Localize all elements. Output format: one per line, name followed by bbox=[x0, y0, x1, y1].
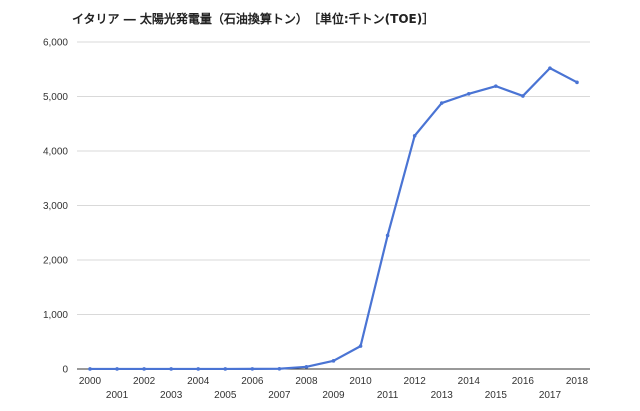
data-point bbox=[412, 133, 417, 138]
x-tick-label: 2008 bbox=[295, 376, 318, 387]
x-tick-label: 2002 bbox=[133, 376, 156, 387]
data-point bbox=[169, 367, 173, 371]
y-tick-label: 1,000 bbox=[43, 310, 68, 321]
data-point bbox=[466, 91, 471, 96]
x-tick-label: 2000 bbox=[79, 376, 102, 387]
data-point bbox=[439, 101, 444, 105]
data-point bbox=[115, 367, 119, 371]
data-point bbox=[331, 359, 336, 363]
x-tick-label: 2007 bbox=[268, 390, 291, 401]
x-tick-label: 2014 bbox=[458, 376, 481, 387]
data-point bbox=[250, 367, 255, 371]
data-point bbox=[548, 66, 552, 70]
data-point bbox=[575, 80, 579, 85]
x-tick-label: 2013 bbox=[431, 390, 454, 401]
x-tick-label: 2015 bbox=[485, 390, 508, 401]
data-point bbox=[196, 367, 201, 371]
y-tick-label: 0 bbox=[62, 365, 68, 376]
chart-title: イタリア ― 太陽光発電量（石油換算トン） ［単位:千トン(TOE)］ bbox=[72, 12, 435, 26]
y-tick-label: 3,000 bbox=[43, 201, 68, 212]
data-point bbox=[142, 367, 146, 371]
x-tick-label: 2017 bbox=[539, 390, 562, 401]
data-point bbox=[88, 367, 92, 371]
x-tick-label: 2011 bbox=[377, 390, 399, 401]
gridlines bbox=[77, 41, 590, 315]
data-point bbox=[521, 94, 525, 98]
x-tick-label: 2003 bbox=[160, 390, 183, 401]
y-tick-label: 6,000 bbox=[43, 38, 68, 49]
x-tick-label: 2006 bbox=[241, 376, 264, 387]
x-tick-label: 2001 bbox=[106, 390, 129, 401]
x-tick-label: 2016 bbox=[512, 376, 535, 387]
data-point bbox=[304, 365, 309, 369]
data-point bbox=[385, 233, 390, 238]
data-point bbox=[494, 84, 498, 88]
data-point bbox=[358, 344, 363, 348]
y-tick-label: 4,000 bbox=[43, 147, 68, 158]
x-tick-label: 2018 bbox=[566, 376, 589, 387]
x-tick-labels: 2000 2001 2002 2003 2004 2005 2006 2007 2008 2009… bbox=[79, 376, 589, 401]
data-point bbox=[277, 366, 282, 371]
x-tick-label: 2012 bbox=[404, 376, 427, 387]
series-line bbox=[88, 67, 579, 371]
x-tick-label: 2004 bbox=[187, 376, 210, 387]
data-point bbox=[223, 367, 228, 371]
y-tick-label: 5,000 bbox=[43, 92, 68, 103]
y-tick-label: 2,000 bbox=[43, 256, 68, 267]
x-tick-label: 2009 bbox=[322, 390, 345, 401]
x-tick-label: 2010 bbox=[349, 376, 372, 387]
series-layer bbox=[88, 66, 579, 371]
y-tick-labels: 0 1,000 2,000 3,000 4,000 5,000 6,000 bbox=[43, 38, 68, 376]
x-tick-label: 2005 bbox=[214, 390, 237, 401]
